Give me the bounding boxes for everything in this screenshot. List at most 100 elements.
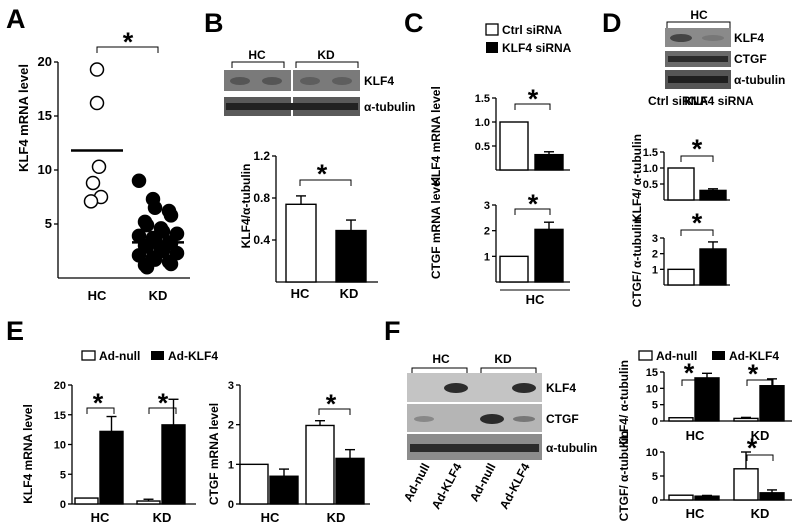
y-tick-label: 0.5 — [643, 179, 658, 191]
panel-b-group-brackets — [231, 61, 359, 68]
panel-e-legend-null: Ad-null — [99, 349, 140, 363]
panel-label-d: D — [602, 8, 622, 38]
y-tick-label: 1 — [652, 264, 658, 276]
panel-b-sig: * — [317, 159, 328, 189]
blot-band — [512, 383, 536, 393]
blot-band — [702, 35, 724, 41]
panel-f-lane-3: Ad-null — [467, 461, 499, 504]
y-tick-label: 0.4 — [253, 233, 270, 247]
panel-d-lane-ctrl-text: Ctrl siRNA — [648, 94, 708, 108]
category-label: HC — [91, 510, 110, 525]
panel-f-row-tubulin: α-tubulin — [546, 441, 597, 455]
blot-d-klf4 — [665, 28, 731, 47]
bar — [269, 475, 299, 505]
panel-b-sig-bracket — [299, 179, 352, 186]
category-label: HC — [261, 510, 280, 525]
y-tick-label: 1 — [228, 459, 234, 471]
hc-point — [83, 194, 99, 209]
bar — [534, 153, 564, 171]
F-bottom-sig-bracket — [746, 454, 774, 461]
panel-f-row-ctgf: CTGF — [546, 412, 579, 426]
blot-band — [226, 103, 358, 110]
panel-d-group: HC — [690, 8, 708, 22]
bar — [667, 268, 695, 286]
bar — [667, 167, 695, 201]
kd-point — [139, 259, 155, 275]
y-tick-label: 2 — [652, 249, 658, 261]
panel-d-bottom-ylabel: CTGF/ α-tubulin — [630, 217, 644, 308]
y-tick-label: 1.5 — [643, 147, 658, 159]
C-top-sig-bracket — [514, 103, 551, 110]
panel-e-left-ylabel: KLF4 mRNA level — [21, 404, 35, 504]
kd-point — [163, 208, 179, 223]
y-tick-label: 1 — [484, 251, 490, 263]
bar — [305, 424, 335, 505]
panel-b-row-tubulin: α-tubulin — [364, 100, 415, 114]
panel-d-sig-bottom: * — [692, 208, 703, 238]
category-label: KD — [327, 510, 346, 525]
panel-f-row-klf4: KLF4 — [546, 381, 576, 395]
y-tick-label: 1.2 — [253, 149, 270, 163]
panel-e-legend-swatch-klf4 — [151, 351, 164, 360]
F-top-sig-bracket — [746, 379, 774, 386]
bar — [759, 385, 785, 422]
D-bottom-sig-bracket — [680, 229, 714, 236]
blot-band — [513, 416, 535, 422]
panel-e-right-ylabel: CTGF mRNA level — [207, 403, 221, 505]
panel-f-sig-ctgf: * — [747, 433, 758, 463]
bar — [699, 248, 727, 286]
y-tick-label: 5 — [60, 469, 66, 481]
blot-band — [414, 416, 434, 422]
kd-point — [147, 200, 163, 216]
y-tick-label: 0 — [228, 499, 234, 511]
panel-a-sig: * — [123, 27, 134, 57]
panel-d-lane-klf4: KLF4 siRNA — [684, 94, 754, 108]
bar — [668, 494, 694, 501]
blot-band — [410, 444, 539, 452]
blot-b-klf4-kd — [293, 70, 360, 91]
panel-e-legend-swatch-null — [81, 350, 96, 361]
y-tick-label: 0.5 — [475, 141, 490, 153]
panel-b-cat-kd: KD — [340, 286, 359, 301]
y-tick-label: 3 — [228, 380, 234, 392]
bar — [534, 228, 564, 283]
kd-point — [131, 173, 147, 189]
panel-e-sig-hc: * — [93, 388, 104, 418]
category-label: KD — [153, 510, 172, 525]
panel-c-group: HC — [526, 292, 545, 307]
kd-point — [163, 256, 179, 272]
bar — [335, 229, 367, 283]
category-label: KD — [751, 428, 770, 443]
y-tick-label: 15 — [38, 108, 52, 123]
panel-d-top-ylabel: KLF4/ α-tubulin — [630, 134, 644, 222]
panel-c-legend-klf4: KLF4 siRNA — [502, 41, 572, 55]
y-tick-label: 2 — [228, 420, 234, 432]
panel-label-e: E — [6, 316, 24, 346]
y-tick-label: 20 — [54, 380, 66, 392]
bar — [136, 500, 161, 505]
panel-f-legend-swatch-null — [638, 350, 653, 361]
panel-e-sig-kd: * — [158, 388, 169, 418]
panel-b-row-klf4: KLF4 — [364, 74, 394, 88]
panel-f-lane-2: Ad-KLF4 — [429, 461, 465, 512]
bar — [74, 497, 99, 505]
category-label: HC — [686, 428, 705, 443]
panel-f-group-kd: KD — [494, 352, 512, 366]
y-tick-label: 5 — [652, 400, 658, 412]
hc-point — [89, 95, 105, 111]
panel-c-sig-top: * — [528, 84, 539, 114]
panel-f-legend-null: Ad-null — [656, 349, 697, 363]
bar — [285, 203, 317, 283]
y-tick-label: 1.0 — [643, 163, 658, 175]
y-tick-label: 2 — [484, 226, 490, 238]
D-top-sig-bracket — [680, 155, 714, 162]
y-tick-label: 10 — [38, 162, 52, 177]
panel-d-blot: HC KLF4 CTGF α-tubulin Ctrl siRNA KLF4 s… — [648, 8, 785, 108]
panel-label-b: B — [204, 8, 224, 38]
panel-f-sig-kd: * — [748, 359, 759, 389]
y-tick-label: 0 — [652, 495, 658, 507]
bar — [335, 457, 365, 505]
panel-f-sig-hc: * — [684, 358, 695, 388]
blot-band — [262, 77, 282, 85]
panel-c-legend-ctrl: Ctrl siRNA — [502, 23, 562, 37]
